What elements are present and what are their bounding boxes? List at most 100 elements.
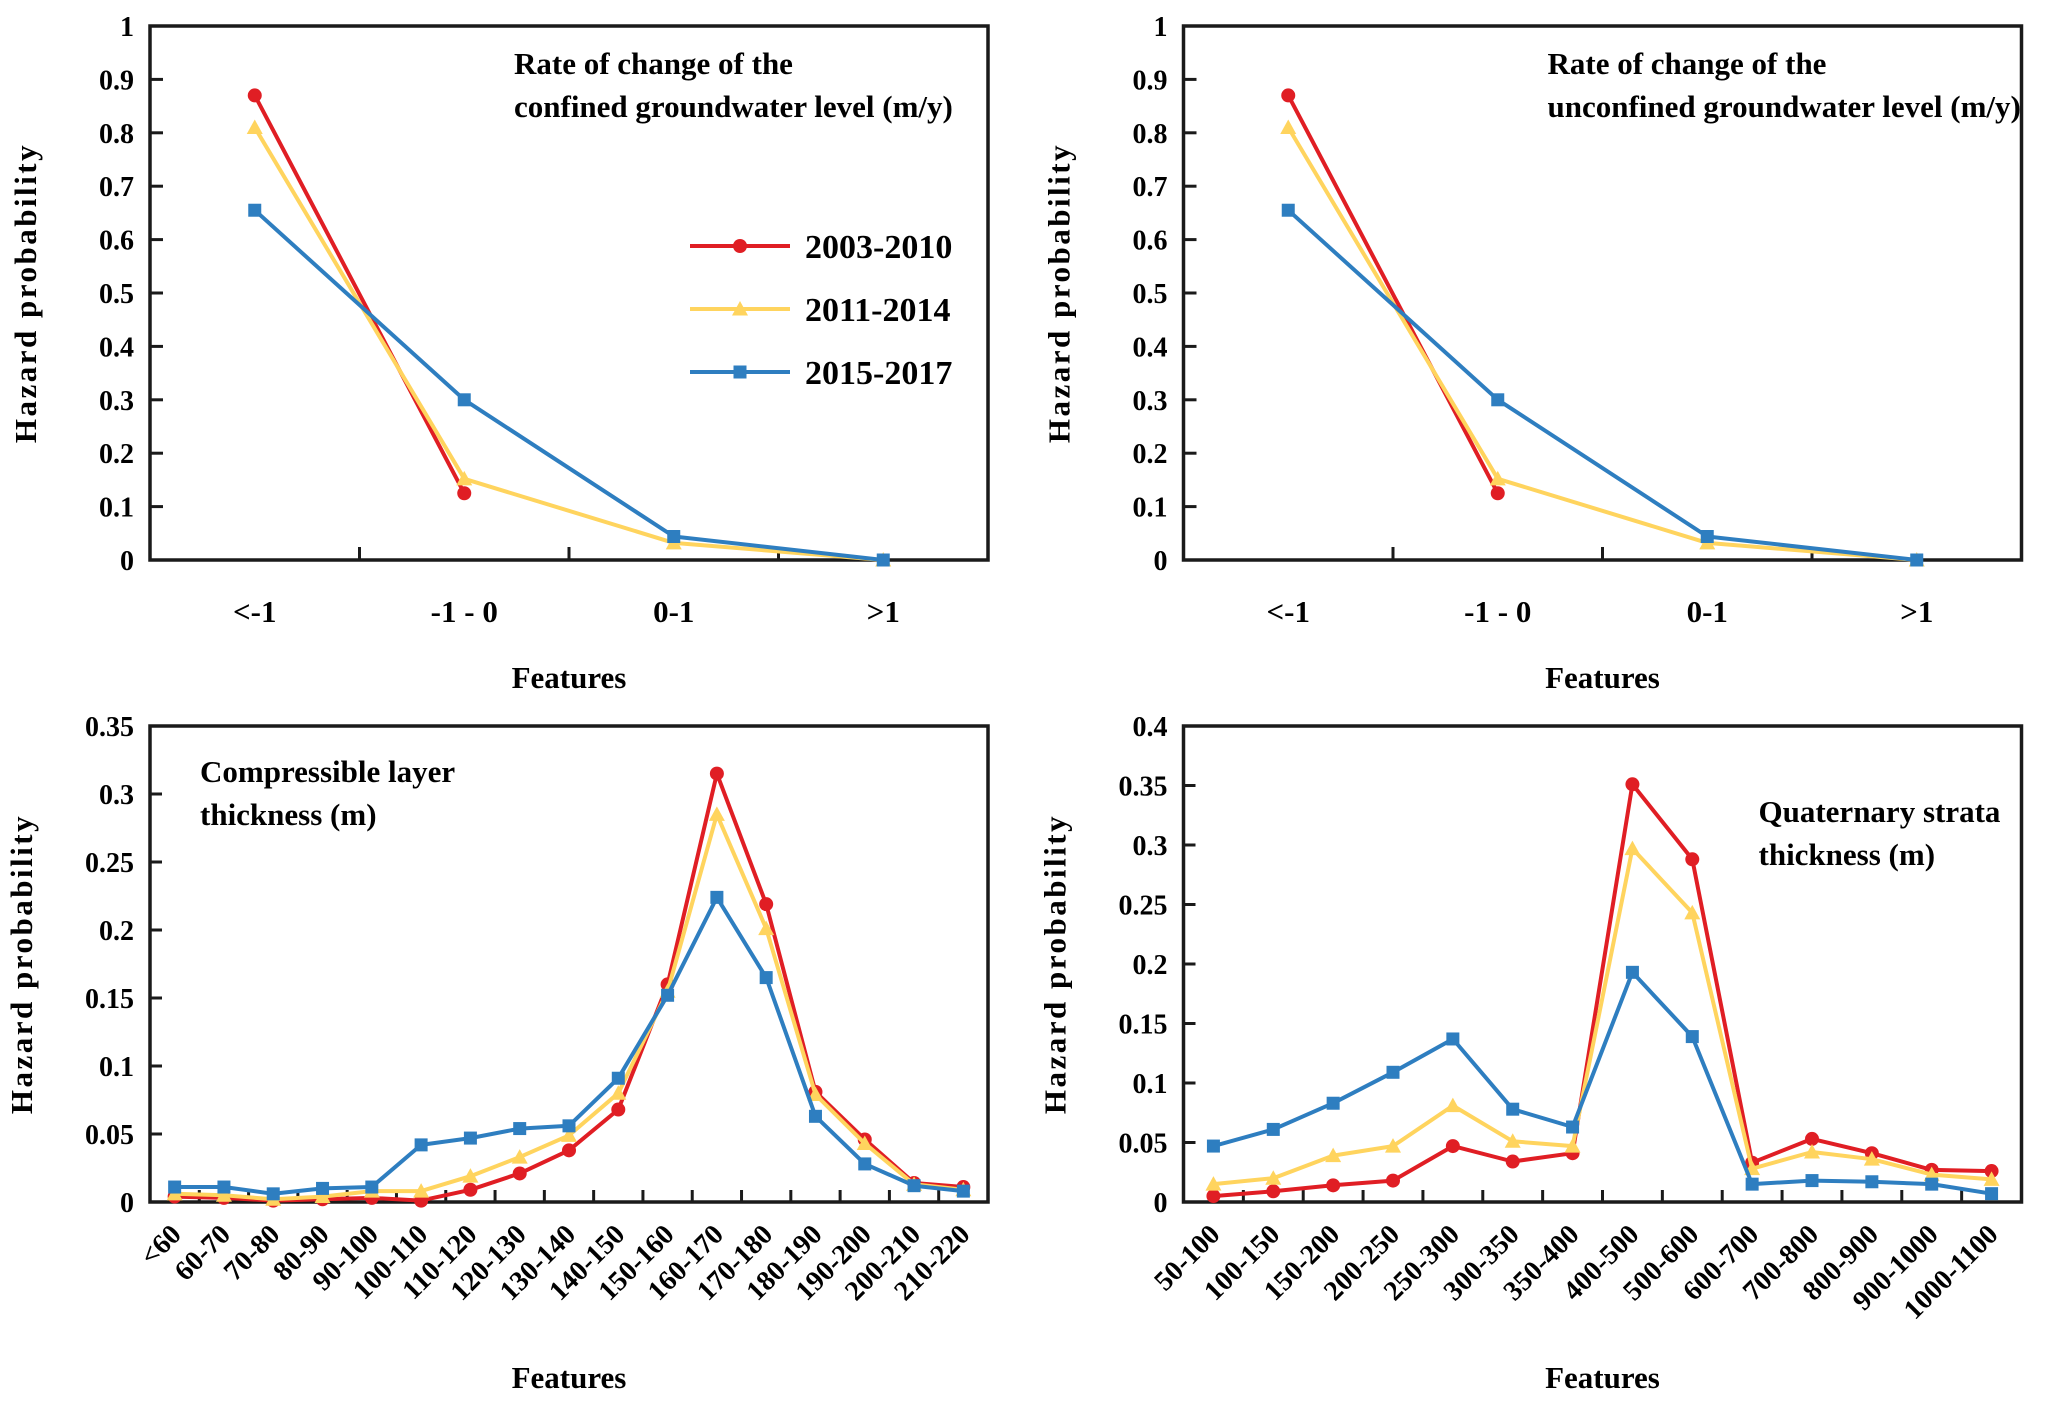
data-point-marker	[611, 1071, 625, 1085]
data-point-marker	[457, 486, 472, 501]
x-axis-title: Features	[512, 660, 627, 695]
data-point-marker	[1444, 1097, 1461, 1113]
legend-swatch-marker	[733, 365, 747, 379]
panel-quaternary-strata: 0 0.05 0.1 0.15 0.2 0.25 0.3 0.35 0.4 50-100 100-1…	[1033, 702, 2067, 1404]
data-point-marker	[462, 1168, 479, 1183]
x-category-label: 70-80	[218, 1219, 286, 1287]
data-point-marker	[1863, 1151, 1880, 1166]
data-point-marker	[1489, 470, 1506, 486]
data-point-marker	[457, 393, 471, 407]
chart-title: Rate of change of the unconfined groundwa…	[1548, 46, 2021, 124]
x-category-label: 60-70	[169, 1219, 237, 1287]
data-point-marker	[561, 1127, 577, 1142]
y-tick-label: 0.05	[1119, 1129, 1168, 1160]
data-point-marker	[1280, 119, 1297, 134]
y-tick-label: 0.2	[1133, 439, 1168, 470]
data-point-marker	[1925, 1177, 1939, 1191]
data-point-marker	[1685, 852, 1700, 867]
y-axis-title: Hazard probability	[1042, 143, 1077, 443]
data-point-marker	[1206, 1189, 1221, 1204]
y-axis: 0 0.1 0.2 0.3 0.4 0.5 0.6 0.7 0.8 0.9 1	[99, 12, 163, 577]
data-point-marker	[856, 1135, 873, 1151]
data-point-marker	[463, 1182, 478, 1197]
y-tick-label: 0.15	[85, 984, 134, 1015]
data-point-marker	[1206, 1139, 1220, 1153]
series-2011-2014	[246, 119, 892, 567]
y-tick-label: 0	[120, 1188, 134, 1219]
data-point-marker	[956, 1184, 970, 1198]
data-point-marker	[1386, 1065, 1400, 1079]
x-category-label: -1 - 0	[431, 594, 498, 629]
y-tick-label: 0.05	[85, 1120, 134, 1151]
data-point-marker	[661, 988, 675, 1002]
series-line	[1286, 93, 1500, 496]
legend-swatch-marker	[732, 301, 748, 316]
x-axis-title: Features	[1545, 1360, 1660, 1395]
legend-swatch-marker	[733, 239, 747, 253]
data-point-marker	[1266, 1122, 1280, 1136]
y-tick-label: 0.25	[1119, 891, 1168, 922]
y-tick-label: 0.3	[99, 386, 134, 417]
series-line	[1286, 125, 1919, 562]
chart-unconfined-groundwater-rate: 0 0.1 0.2 0.3 0.4 0.5 0.6 0.7 0.8 0.9 1 <-1 -1 - 0 0-…	[1042, 12, 2024, 695]
data-point-marker	[1985, 1187, 1999, 1201]
y-tick-label: 0.25	[85, 848, 134, 879]
data-point-marker	[611, 1102, 626, 1117]
chart-confined-groundwater-rate: 0 0.1 0.2 0.3 0.4 0.5 0.6 0.7 0.8 0.9 1 <-1 -1 - 0 0-…	[8, 12, 990, 695]
data-point-marker	[246, 119, 263, 134]
data-point-marker	[1923, 1166, 1940, 1182]
series-line	[252, 125, 886, 562]
y-tick-label: 1	[1154, 12, 1168, 43]
y-axis: 0 0.05 0.1 0.15 0.2 0.25 0.3 0.35 0.4	[1119, 712, 1196, 1219]
data-point-marker	[1865, 1175, 1879, 1189]
data-point-marker	[1745, 1177, 1759, 1191]
series-2011-2014	[1205, 840, 2000, 1191]
chart-title: Rate of change of the confined groundwate…	[514, 46, 953, 124]
y-tick-label: 0.9	[1133, 65, 1168, 96]
x-axis: <-1 -1 - 0 0-1 >1	[233, 547, 900, 629]
data-point-marker	[414, 1138, 428, 1152]
data-point-marker	[1386, 1173, 1400, 1188]
data-point-marker	[1700, 530, 1714, 544]
series-line	[1211, 846, 1994, 1187]
chart-quaternary-strata-thickness: 0 0.05 0.1 0.15 0.2 0.25 0.3 0.35 0.4 50-100100-1…	[1038, 712, 2024, 1395]
data-point-marker	[1983, 1171, 2000, 1186]
x-category-label: <-1	[233, 594, 277, 629]
y-tick-label: 0.35	[1119, 772, 1168, 803]
data-point-marker	[1506, 1102, 1520, 1116]
data-point-marker	[807, 1086, 824, 1102]
x-category-label: -1 - 0	[1464, 594, 1531, 629]
chart-title-line: Rate of change of the	[1548, 46, 1827, 81]
data-point-marker	[610, 1085, 627, 1100]
x-axis-title: Features	[1545, 660, 1660, 695]
data-point-marker	[266, 1187, 280, 1201]
y-axis: 0 0.05 0.1 0.15 0.2 0.25 0.3 0.35	[85, 712, 162, 1219]
y-tick-label: 0	[1154, 1188, 1168, 1219]
data-point-marker	[1266, 1184, 1281, 1199]
y-tick-label: 0.2	[99, 916, 134, 947]
y-tick-label: 0.2	[99, 439, 134, 470]
plot-frame	[148, 724, 990, 1204]
y-axis: 0 0.1 0.2 0.3 0.4 0.5 0.6 0.7 0.8 0.9 1	[1133, 12, 1197, 577]
series-2003-2010	[1281, 88, 1505, 501]
data-point-marker	[1984, 1164, 1999, 1179]
data-point-marker	[876, 553, 890, 567]
y-tick-label: 0.3	[1133, 386, 1168, 417]
chart-title: Quaternary strata thickness (m)	[1759, 794, 2001, 872]
chart-title-line: thickness (m)	[1759, 837, 1936, 872]
y-tick-label: 0.1	[99, 493, 134, 524]
data-point-marker	[168, 1180, 182, 1194]
data-point-marker	[1804, 1144, 1820, 1159]
data-point-marker	[1281, 88, 1296, 103]
data-point-marker	[1326, 1096, 1340, 1110]
chart-title-line: unconfined groundwater level (m/y)	[1548, 89, 2021, 124]
data-point-marker	[1265, 1170, 1282, 1185]
y-tick-label: 1	[120, 12, 134, 43]
data-point-marker	[1491, 393, 1505, 407]
series-2003-2010	[247, 88, 472, 501]
series-line	[252, 208, 886, 562]
y-tick-label: 0.15	[1119, 1010, 1168, 1041]
y-tick-label: 0.9	[99, 65, 134, 96]
data-point-marker	[463, 1131, 477, 1145]
